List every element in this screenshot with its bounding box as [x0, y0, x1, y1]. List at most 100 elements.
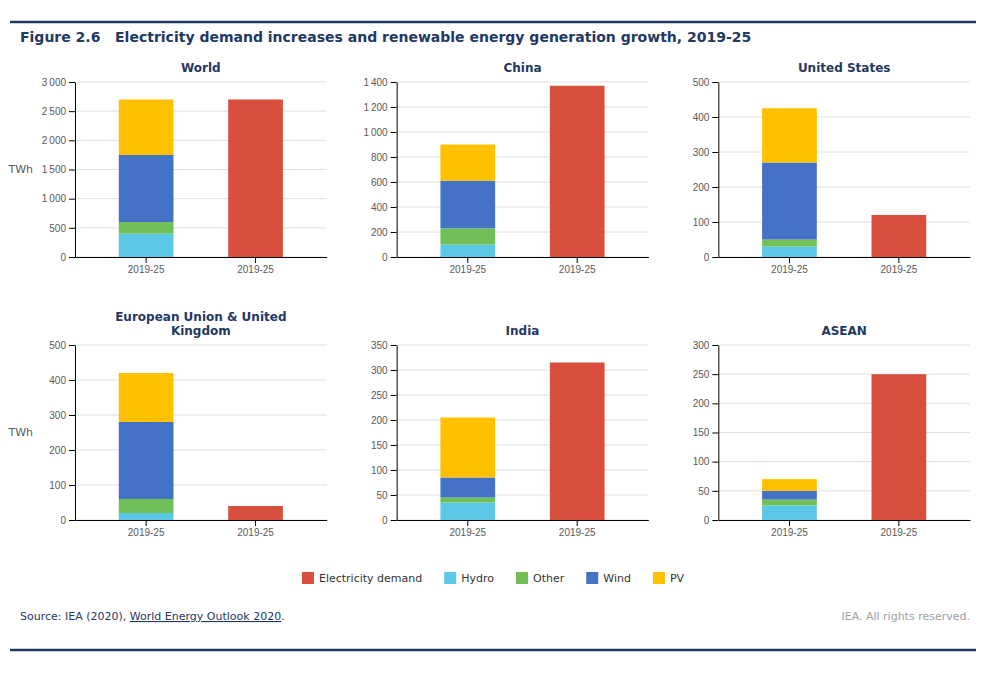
bar-segment: PV	[762, 108, 817, 162]
subplot: Electricity demandHydroOtherWindPV010020…	[693, 61, 971, 275]
bar-segment: Electricity demand	[228, 100, 283, 258]
tick-mark	[69, 415, 75, 416]
grid-line	[718, 461, 970, 462]
tick-mark	[69, 257, 75, 258]
grid	[718, 345, 970, 520]
source-note: Source: IEA (2020), World Energy Outlook…	[20, 610, 285, 623]
subplot-title-line: European Union & United	[115, 310, 286, 324]
y-tick: 200	[693, 398, 719, 409]
y-tick: 0	[60, 515, 75, 526]
y-tick: 500	[49, 223, 75, 234]
tick-label: 200	[693, 182, 710, 193]
tick-label: 250	[371, 390, 388, 401]
tick-mark	[467, 520, 468, 526]
tick-mark	[69, 170, 75, 171]
grid-line	[397, 182, 649, 183]
tick-mark	[146, 257, 147, 263]
y-tick: 1 000	[363, 127, 396, 138]
y-tick: 400	[693, 112, 719, 123]
grid-line	[75, 82, 327, 83]
tick-label: 2 000	[42, 135, 67, 146]
y-tick: 350	[371, 340, 397, 351]
tick-mark	[391, 345, 397, 346]
legend-label: Electricity demand	[319, 572, 422, 585]
tick-label: 100	[371, 465, 388, 476]
y-tick: 250	[693, 369, 719, 380]
tick-mark	[712, 152, 718, 153]
bar-segment: PV	[440, 145, 495, 181]
x-tick: 2019-25	[449, 257, 486, 275]
tick-mark	[391, 495, 397, 496]
legend-label: Hydro	[461, 572, 494, 585]
tick-label: 0	[704, 515, 710, 526]
subplot-title-line: United States	[798, 61, 891, 75]
tick-label: 2019-25	[449, 264, 486, 275]
source-link: World Energy Outlook 2020	[130, 610, 281, 623]
grid-line	[75, 415, 327, 416]
grid-line	[75, 111, 327, 112]
tick-mark	[391, 232, 397, 233]
bar-segment: Electricity demand	[550, 86, 605, 257]
tick-label: 2019-25	[881, 264, 918, 275]
subplot-title: World	[181, 61, 221, 75]
x-axis: 2019-252019-25	[719, 257, 971, 275]
tick-label: 1 500	[42, 164, 67, 175]
y-axis: 05001 0001 5002 0002 5003 000	[42, 77, 76, 263]
axis-line	[76, 520, 328, 521]
y-tick: 100	[693, 456, 719, 467]
y-tick: 1 500	[42, 164, 75, 175]
y-tick: 150	[693, 427, 719, 438]
tick-mark	[255, 257, 256, 263]
tick-mark	[391, 420, 397, 421]
y-tick: 500	[693, 77, 719, 88]
grid-line	[397, 157, 649, 158]
x-axis: 2019-252019-25	[76, 257, 328, 275]
y-tick: 300	[371, 365, 397, 376]
y-tick: 1 400	[363, 77, 396, 88]
tick-mark	[391, 82, 397, 83]
subplot-title-line: China	[503, 61, 541, 75]
tick-mark	[391, 107, 397, 108]
tick-label: 500	[693, 77, 710, 88]
axis-line	[718, 346, 719, 521]
tick-label: 350	[371, 340, 388, 351]
y-tick: 250	[371, 390, 397, 401]
tick-label: 150	[693, 427, 710, 438]
y-tick: 600	[371, 177, 397, 188]
bar-segment: PV	[119, 373, 174, 422]
tick-mark	[712, 403, 718, 404]
bars: Electricity demandHydroOtherWindPV	[440, 86, 604, 257]
grid-line	[397, 445, 649, 446]
x-axis: 2019-252019-25	[397, 257, 649, 275]
legend-swatch	[653, 572, 665, 584]
x-axis: 2019-252019-25	[76, 520, 328, 538]
grid-line	[718, 187, 970, 188]
grid-line	[718, 345, 970, 346]
subplot-title: United States	[798, 61, 891, 75]
y-tick: 400	[371, 202, 397, 213]
y-axis-title: TWh	[7, 426, 33, 439]
tick-label: 100	[49, 480, 66, 491]
tick-mark	[391, 470, 397, 471]
grid-line	[397, 495, 649, 496]
y-tick: 3 000	[42, 77, 75, 88]
tick-label: 1 000	[42, 193, 67, 204]
tick-mark	[712, 257, 718, 258]
tick-label: 200	[371, 227, 388, 238]
tick-mark	[712, 462, 718, 463]
tick-mark	[898, 257, 899, 263]
grid-line	[75, 257, 327, 258]
y-tick: 200	[693, 182, 719, 193]
grid-line	[718, 82, 970, 83]
tick-label: 2 500	[42, 106, 67, 117]
bar-segment: Electricity demand	[872, 374, 927, 520]
grid-line	[397, 232, 649, 233]
tick-label: 600	[371, 177, 388, 188]
grid-line	[718, 374, 970, 375]
bar-segment: Hydro	[119, 513, 174, 520]
bar-segment: Other	[119, 222, 174, 234]
grid-line	[397, 520, 649, 521]
bars: Electricity demandHydroOtherWindPV	[762, 108, 926, 257]
tick-label: 300	[371, 365, 388, 376]
grid-line	[718, 152, 970, 153]
